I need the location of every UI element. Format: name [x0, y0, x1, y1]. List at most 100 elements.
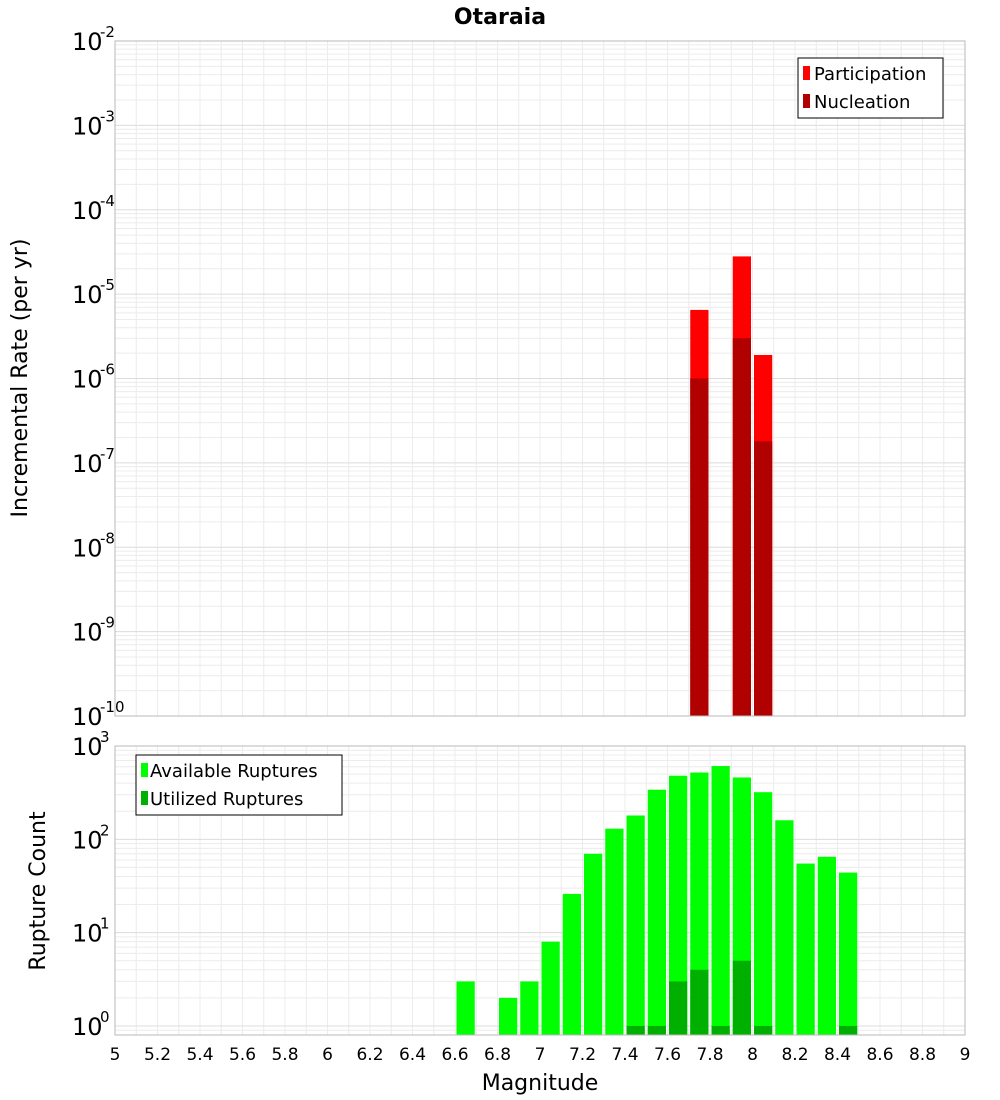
rate-y-tick-exponent: -8	[100, 529, 115, 547]
rate-legend: Participation Nucleation	[797, 57, 944, 119]
available-ruptures-bar	[775, 820, 794, 1035]
x-tick-label: 6.2	[356, 1045, 383, 1065]
x-tick-label: 6.8	[484, 1045, 511, 1065]
available-ruptures-bar	[626, 815, 645, 1035]
rate-y-tick-exponent: -9	[100, 614, 115, 632]
rate-y-tick-exponent: -6	[100, 361, 115, 379]
rate-y-tick-exponent: -2	[100, 23, 115, 41]
rate-y-tick-label: 10	[72, 112, 103, 140]
x-axis-label: Magnitude	[482, 1071, 599, 1096]
magnitude-x-tick-labels: 5 5.2 5.4 5.6 5.8 6 6.2 6.4 6.6 6.8 7 7.2 7.4 7.6 7.8 8…	[110, 1045, 971, 1065]
count-y-tick-exponent: 2	[100, 821, 110, 839]
rate-bars	[690, 256, 773, 716]
nucleation-bar	[732, 338, 751, 716]
x-tick-label: 8.8	[909, 1045, 936, 1065]
rate-y-tick-label: 10	[72, 197, 103, 225]
x-tick-label: 5.4	[186, 1045, 213, 1065]
rate-y-tick-label: 10	[72, 619, 103, 647]
utilized-ruptures-bar	[732, 960, 751, 1035]
count-legend: Available Ruptures Utilized Ruptures	[135, 754, 343, 816]
x-tick-label: 8.2	[781, 1045, 808, 1065]
x-tick-label: 7	[535, 1045, 546, 1065]
utilized-ruptures-bar	[754, 1025, 773, 1035]
figure-title: Otaraia	[454, 5, 546, 30]
x-tick-label: 6.6	[441, 1045, 468, 1065]
x-tick-label: 8.4	[824, 1045, 851, 1065]
utilized-ruptures-bar	[839, 1025, 858, 1035]
count-y-tick-exponent: 3	[100, 728, 110, 746]
count-y-tick-label: 10	[72, 920, 103, 948]
available-ruptures-bar	[647, 789, 666, 1035]
count-y-tick-label: 10	[72, 733, 103, 761]
rate-y-axis-label: Incremental Rate (per yr)	[8, 239, 33, 518]
available-ruptures-bar	[605, 828, 624, 1035]
count-y-tick-exponent: 1	[100, 915, 110, 933]
x-tick-label: 6	[322, 1045, 333, 1065]
available-ruptures-bar	[711, 766, 730, 1035]
utilized-ruptures-legend-label: Utilized Ruptures	[150, 789, 303, 810]
nucleation-legend-swatch	[803, 94, 810, 108]
available-ruptures-bar	[796, 863, 815, 1035]
count-plot-border	[114, 745, 966, 1036]
count-y-tick-label: 10	[72, 826, 103, 854]
available-ruptures-bar	[562, 893, 581, 1035]
rate-legend-box	[797, 57, 944, 119]
available-ruptures-bar	[690, 772, 709, 1035]
nucleation-legend-label: Nucleation	[814, 92, 910, 113]
rate-y-tick-exponent: -4	[100, 192, 115, 210]
rate-y-tick-label: 10	[72, 28, 103, 56]
utilized-ruptures-bar	[626, 1025, 645, 1035]
x-tick-label: 7.8	[696, 1045, 723, 1065]
x-tick-label: 5	[110, 1045, 121, 1065]
available-ruptures-bar	[541, 941, 560, 1035]
rate-y-tick-labels: 10-210-310-410-510-610-710-810-910-10	[72, 23, 125, 731]
count-bars	[456, 766, 858, 1035]
rate-y-tick-label: 10	[72, 281, 103, 309]
available-ruptures-bar	[456, 981, 475, 1035]
x-tick-label: 8	[747, 1045, 758, 1065]
x-tick-label: 7.2	[569, 1045, 596, 1065]
utilized-ruptures-bar	[669, 981, 688, 1035]
rate-y-tick-exponent: -7	[100, 445, 115, 463]
count-y-axis-label: Rupture Count	[26, 811, 51, 971]
x-tick-label: 8.6	[866, 1045, 893, 1065]
available-ruptures-bar	[839, 872, 858, 1035]
rate-y-tick-label: 10	[72, 450, 103, 478]
x-tick-label: 5.8	[271, 1045, 298, 1065]
participation-legend-swatch	[803, 66, 810, 80]
rate-y-tick-exponent: -3	[100, 107, 115, 125]
utilized-ruptures-legend-swatch	[141, 791, 148, 805]
x-tick-label: 5.2	[144, 1045, 171, 1065]
available-ruptures-bar	[584, 853, 603, 1035]
count-legend-box	[135, 754, 343, 816]
rate-gridlines	[114, 40, 966, 717]
available-ruptures-legend-swatch	[141, 763, 148, 777]
rate-y-tick-label: 10	[72, 534, 103, 562]
available-ruptures-legend-label: Available Ruptures	[150, 761, 318, 782]
x-tick-label: 7.6	[654, 1045, 681, 1065]
rate-y-tick-exponent: -10	[100, 698, 125, 716]
nucleation-bar	[754, 441, 773, 716]
count-y-tick-label: 10	[72, 1013, 103, 1041]
utilized-ruptures-bar	[647, 1025, 666, 1035]
available-ruptures-bar	[817, 856, 836, 1035]
available-ruptures-bar	[499, 997, 518, 1035]
rate-y-tick-label: 10	[72, 366, 103, 394]
x-tick-label: 5.6	[229, 1045, 256, 1065]
count-y-tick-exponent: 0	[100, 1008, 110, 1026]
rate-y-tick-exponent: -5	[100, 276, 115, 294]
available-ruptures-bar	[520, 981, 539, 1035]
utilized-ruptures-bar	[711, 1025, 730, 1035]
available-ruptures-bar	[669, 775, 688, 1035]
rate-y-tick-label: 10	[72, 703, 103, 731]
available-ruptures-bar	[754, 792, 773, 1035]
rate-plot-border	[114, 40, 966, 717]
utilized-ruptures-bar	[690, 969, 709, 1035]
incremental-rate-panel: 10-210-310-410-510-610-710-810-910-10 In…	[8, 23, 966, 731]
nucleation-bar	[690, 378, 709, 716]
x-tick-label: 6.4	[399, 1045, 426, 1065]
x-tick-label: 9	[960, 1045, 971, 1065]
